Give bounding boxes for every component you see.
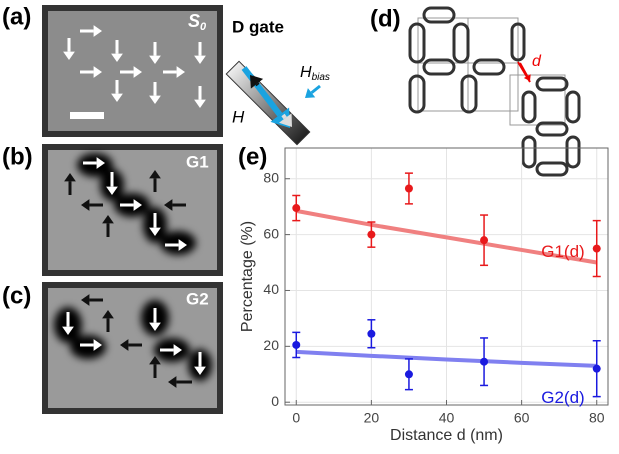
x-axis-label: Distance d (nm) — [390, 427, 503, 444]
point — [593, 365, 601, 373]
y-tick-label: 60 — [263, 225, 279, 241]
x-tick-label: 60 — [514, 410, 530, 426]
state-sub: 0 — [200, 21, 207, 33]
y-tick-label: 80 — [263, 169, 279, 185]
state-main: S — [188, 11, 200, 31]
arrow — [312, 86, 320, 93]
bias-sub: bias — [312, 72, 330, 83]
point — [292, 341, 300, 349]
x-tick-label: 0 — [292, 410, 300, 426]
point — [292, 204, 300, 212]
series-label: G2(d) — [541, 388, 584, 407]
point — [367, 231, 375, 239]
bias-main: H — [300, 64, 312, 81]
point — [405, 185, 413, 193]
panel-label: (d) — [370, 5, 401, 32]
panel-label: (a) — [2, 3, 31, 30]
arrow — [257, 84, 258, 85]
gate-title: D gate — [232, 17, 284, 36]
distance-label: d — [532, 53, 542, 70]
arrow — [283, 115, 285, 118]
panel-label: (c) — [2, 282, 31, 309]
x-tick-label: 40 — [439, 410, 455, 426]
point — [480, 236, 488, 244]
state-label: G2 — [186, 289, 209, 308]
figure: (a) (b) (c) (d) (e) S0 D gate Hbias H G1… — [0, 0, 619, 449]
y-tick-label: 0 — [271, 393, 279, 409]
series-label: G1(d) — [541, 242, 584, 261]
bias-label: Hbias — [300, 64, 330, 82]
arrow — [520, 63, 527, 76]
y-axis-label: Percentage (%) — [239, 221, 256, 332]
point — [480, 358, 488, 366]
scale-bar — [70, 112, 104, 119]
point — [593, 245, 601, 253]
y-tick-label: 20 — [263, 337, 279, 353]
x-tick-label: 20 — [364, 410, 380, 426]
x-tick-label: 80 — [589, 410, 605, 426]
panel-label: (b) — [2, 143, 33, 170]
field-label: H — [232, 107, 245, 126]
y-tick-label: 40 — [263, 281, 279, 297]
layout — [45, 8, 579, 411]
state-label: G1 — [186, 152, 209, 171]
point — [405, 370, 413, 378]
panel-d-magnets — [410, 8, 579, 175]
panel-label: (e) — [238, 143, 267, 170]
point — [367, 330, 375, 338]
